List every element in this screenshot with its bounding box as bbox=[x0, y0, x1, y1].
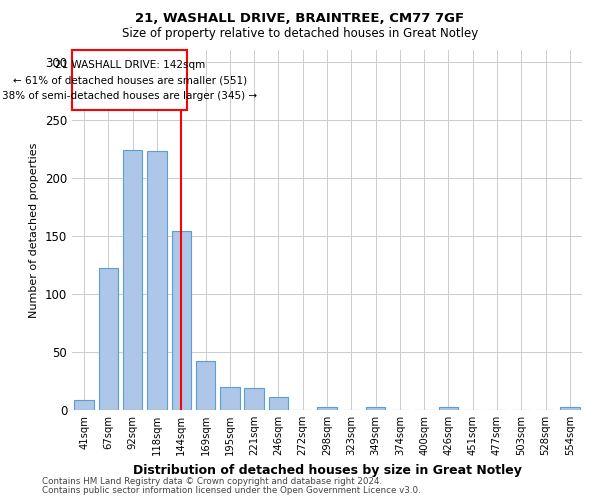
Bar bbox=[147, 151, 167, 410]
Y-axis label: Number of detached properties: Number of detached properties bbox=[29, 142, 40, 318]
Text: Contains HM Land Registry data © Crown copyright and database right 2024.: Contains HM Land Registry data © Crown c… bbox=[42, 477, 382, 486]
Bar bbox=[560, 406, 580, 410]
Bar bbox=[196, 361, 215, 410]
Bar bbox=[99, 268, 118, 410]
Bar bbox=[172, 231, 191, 410]
Bar bbox=[244, 388, 264, 410]
Bar bbox=[439, 406, 458, 410]
Bar bbox=[123, 150, 142, 410]
Bar bbox=[269, 397, 288, 410]
Text: 21, WASHALL DRIVE, BRAINTREE, CM77 7GF: 21, WASHALL DRIVE, BRAINTREE, CM77 7GF bbox=[136, 12, 464, 26]
Bar bbox=[74, 400, 94, 410]
Bar bbox=[220, 387, 239, 410]
Bar bbox=[317, 406, 337, 410]
X-axis label: Distribution of detached houses by size in Great Notley: Distribution of detached houses by size … bbox=[133, 464, 521, 476]
Bar bbox=[366, 406, 385, 410]
Text: Contains public sector information licensed under the Open Government Licence v3: Contains public sector information licen… bbox=[42, 486, 421, 495]
Text: 21 WASHALL DRIVE: 142sqm
← 61% of detached houses are smaller (551)
38% of semi-: 21 WASHALL DRIVE: 142sqm ← 61% of detach… bbox=[2, 60, 257, 101]
Text: Size of property relative to detached houses in Great Notley: Size of property relative to detached ho… bbox=[122, 28, 478, 40]
FancyBboxPatch shape bbox=[72, 50, 187, 110]
